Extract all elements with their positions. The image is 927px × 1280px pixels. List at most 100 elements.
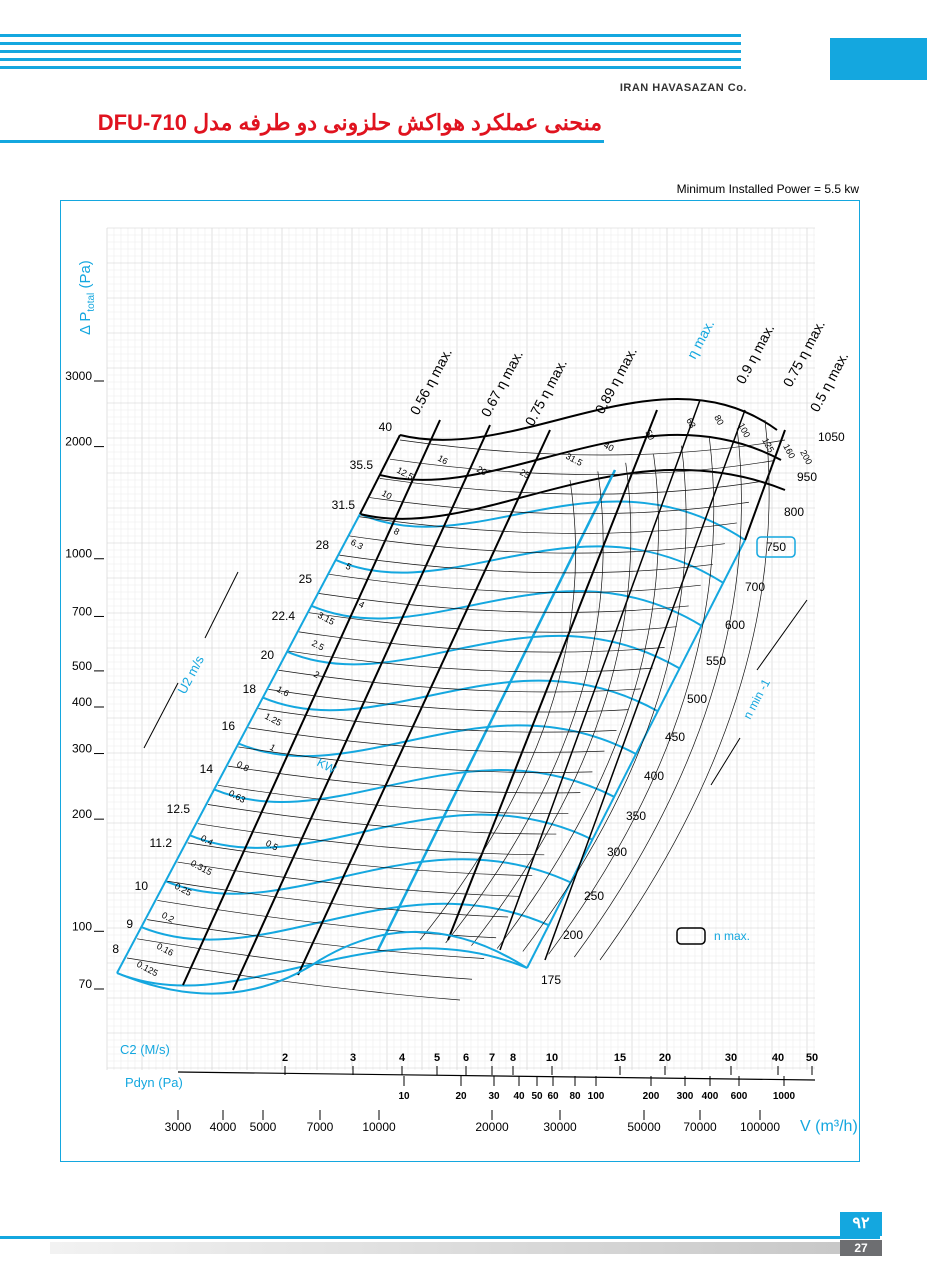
dynamic-pressure-scale-line [177, 1071, 816, 1081]
speed-curve-black [379, 434, 782, 481]
efficiency-guide-curve [445, 471, 604, 944]
power-label: 0.8 [235, 759, 251, 774]
speed-curve-blue [335, 545, 724, 584]
c2-tick-label: 10 [546, 1052, 558, 1064]
y-tick-label: 2000 [65, 435, 92, 449]
speed-curve-blue [213, 769, 615, 804]
speed-curve-blue [359, 500, 746, 541]
c2-tick-label: 8 [510, 1052, 516, 1064]
speed-curve-blue [262, 679, 659, 713]
power-label: 16 [436, 453, 450, 467]
chart-grid [106, 227, 815, 1070]
speed-label: 200 [563, 928, 583, 942]
speed-axis-arrow-upper [756, 599, 808, 671]
efficiency-line [376, 469, 617, 951]
power-curve [389, 458, 774, 475]
c2-tick-label: 30 [725, 1052, 737, 1064]
u2-boundary-line-black [359, 434, 401, 515]
power-curve [228, 765, 581, 794]
power-curve [278, 669, 641, 693]
c2-tick-label: 6 [463, 1052, 469, 1064]
u2-label: 16 [222, 719, 236, 733]
speed-label: 700 [745, 580, 765, 594]
efficiency-guide-curve [522, 445, 687, 952]
efficiency-guide-curve [471, 462, 632, 946]
bottom-limit-curve [116, 931, 528, 995]
x-tick-label: 20000 [475, 1120, 509, 1134]
power-label: 200 [798, 448, 814, 466]
title-underline [0, 140, 604, 143]
speed-label: 800 [784, 505, 804, 519]
y-tick-label: 70 [79, 977, 93, 991]
efficiency-guide-curve [548, 437, 715, 955]
efficiency-line [232, 424, 491, 991]
header-stripes [0, 34, 741, 74]
legend-nmax-box [676, 927, 706, 945]
power-label: 20 [475, 464, 489, 478]
power-curve [379, 478, 761, 495]
power-curve [147, 919, 485, 959]
y-tick-label: 3000 [65, 369, 92, 383]
power-label: 50 [643, 428, 657, 442]
speed-label: 550 [706, 654, 726, 668]
pdyn-tick-label: 20 [455, 1091, 467, 1102]
power-curve [308, 612, 677, 633]
power-curve [298, 631, 665, 653]
u2-label: 14 [200, 762, 214, 776]
power-label: 2.5 [310, 638, 326, 653]
x-tick-label: 4000 [210, 1120, 237, 1134]
power-curve [126, 957, 461, 1001]
power-label: 8 [392, 526, 401, 537]
power-label: 63 [684, 416, 698, 430]
pdyn-tick-label: 1000 [773, 1091, 796, 1102]
pdyn-tick-label: 300 [677, 1091, 694, 1102]
u2-label: 9 [126, 917, 133, 931]
speed-label: 600 [725, 618, 745, 632]
speed-axis-arrow-lower [710, 737, 741, 786]
u2-boundary-line [116, 513, 361, 974]
speed-boundary-line [526, 539, 746, 969]
min-power-note: Minimum Installed Power = 5.5 kw [676, 182, 859, 196]
x-tick-label: 7000 [307, 1120, 334, 1134]
speed-curve-black [399, 397, 778, 441]
u2-label: 31.5 [332, 498, 356, 512]
pdyn-tick-label: 600 [731, 1091, 748, 1102]
speed-curve-blue [116, 947, 528, 987]
u2-label: 28 [316, 538, 330, 552]
x-tick-label: 10000 [362, 1120, 396, 1134]
power-curve [399, 439, 786, 456]
y-axis-label: Δ Ptotal (Pa) [77, 260, 97, 335]
u2-label: 12.5 [167, 802, 191, 816]
x-tick-label: 50000 [627, 1120, 661, 1134]
efficiency-line [544, 409, 746, 961]
pdyn-tick-label: 10 [398, 1091, 410, 1102]
y-tick-label: 200 [72, 807, 92, 821]
page-number-en: 27 [840, 1240, 882, 1256]
efficiency-label: 0.56 η max. [407, 345, 455, 417]
n-max-box [756, 536, 796, 558]
pdyn-tick-label: 50 [531, 1091, 543, 1102]
c2-tick-label: 40 [772, 1052, 784, 1064]
u2-label: 35.5 [350, 458, 374, 472]
power-label: 31.5 [564, 451, 584, 468]
y-tick-label: 500 [72, 659, 92, 673]
power-curve [288, 650, 653, 673]
footer-line [0, 1236, 880, 1239]
pdyn-tick-label: 30 [488, 1091, 500, 1102]
c2-tick-label: 2 [282, 1052, 288, 1064]
efficiency-label: 0.75 η max. [522, 356, 570, 428]
company-name: IRAN HAVASAZAN Co. [619, 82, 747, 94]
pdyn-tick-label: 60 [547, 1091, 559, 1102]
power-curve [177, 861, 521, 897]
x-tick-label: 3000 [165, 1120, 192, 1134]
page-title: منحنی عملکرد هواکش حلزونی دو طرفه مدل DF… [97, 110, 602, 135]
y-tick-label: 100 [72, 919, 92, 933]
efficiency-label: η max. [684, 317, 718, 362]
power-label: 0.2 [160, 910, 176, 925]
u2-label: 25 [299, 572, 313, 586]
speed-label: 450 [665, 730, 685, 744]
u2-label: 10 [135, 879, 149, 893]
pdyn-tick-label: 100 [588, 1091, 605, 1102]
power-label: 2 [312, 669, 321, 680]
speed-label: 350 [626, 809, 646, 823]
